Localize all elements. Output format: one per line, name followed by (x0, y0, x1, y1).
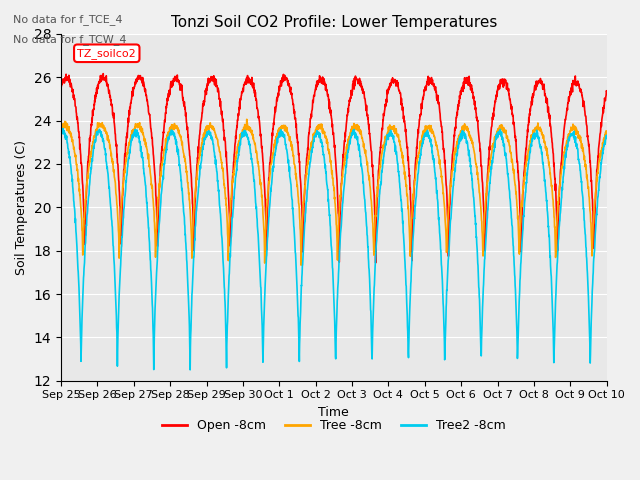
Open -8cm (209, 73, 217, 79)
Tree -8cm (297, 262, 305, 268)
X-axis label: Time: Time (319, 406, 349, 419)
Tree -8cm (57, 128, 65, 133)
Open -8cm (99, 71, 107, 76)
Tree -8cm (603, 130, 611, 135)
Tree2 -8cm (350, 128, 358, 134)
Open -8cm (372, 260, 380, 266)
Y-axis label: Soil Temperatures (C): Soil Temperatures (C) (15, 140, 28, 275)
Open -8cm (603, 88, 611, 94)
Tree -8cm (209, 124, 217, 130)
Line: Tree2 -8cm: Tree2 -8cm (61, 129, 607, 370)
Tree -8cm (362, 153, 370, 159)
Text: No data for f_TCE_4: No data for f_TCE_4 (13, 14, 122, 25)
Open -8cm (570, 78, 578, 84)
Title: Tonzi Soil CO2 Profile: Lower Temperatures: Tonzi Soil CO2 Profile: Lower Temperatur… (171, 15, 497, 30)
Open -8cm (350, 80, 358, 85)
Tree -8cm (555, 193, 563, 199)
Tree -8cm (243, 117, 251, 122)
Open -8cm (555, 199, 563, 205)
Legend: Open -8cm, Tree -8cm, Tree2 -8cm: Open -8cm, Tree -8cm, Tree2 -8cm (157, 414, 510, 437)
Open -8cm (493, 94, 500, 100)
Tree2 -8cm (362, 210, 370, 216)
Text: TZ_soilco2: TZ_soilco2 (77, 48, 136, 59)
Tree2 -8cm (555, 232, 563, 238)
Text: No data for f_TCW_4: No data for f_TCW_4 (13, 34, 126, 45)
Tree2 -8cm (493, 134, 500, 140)
Tree2 -8cm (603, 132, 611, 138)
Tree2 -8cm (186, 367, 194, 372)
Tree -8cm (493, 130, 500, 136)
Tree2 -8cm (57, 131, 65, 136)
Line: Open -8cm: Open -8cm (61, 73, 607, 263)
Tree2 -8cm (570, 128, 578, 134)
Tree2 -8cm (210, 144, 218, 150)
Open -8cm (362, 100, 369, 106)
Tree -8cm (570, 124, 578, 130)
Line: Tree -8cm: Tree -8cm (61, 120, 607, 265)
Tree -8cm (350, 120, 358, 126)
Open -8cm (57, 84, 65, 89)
Tree2 -8cm (60, 126, 67, 132)
